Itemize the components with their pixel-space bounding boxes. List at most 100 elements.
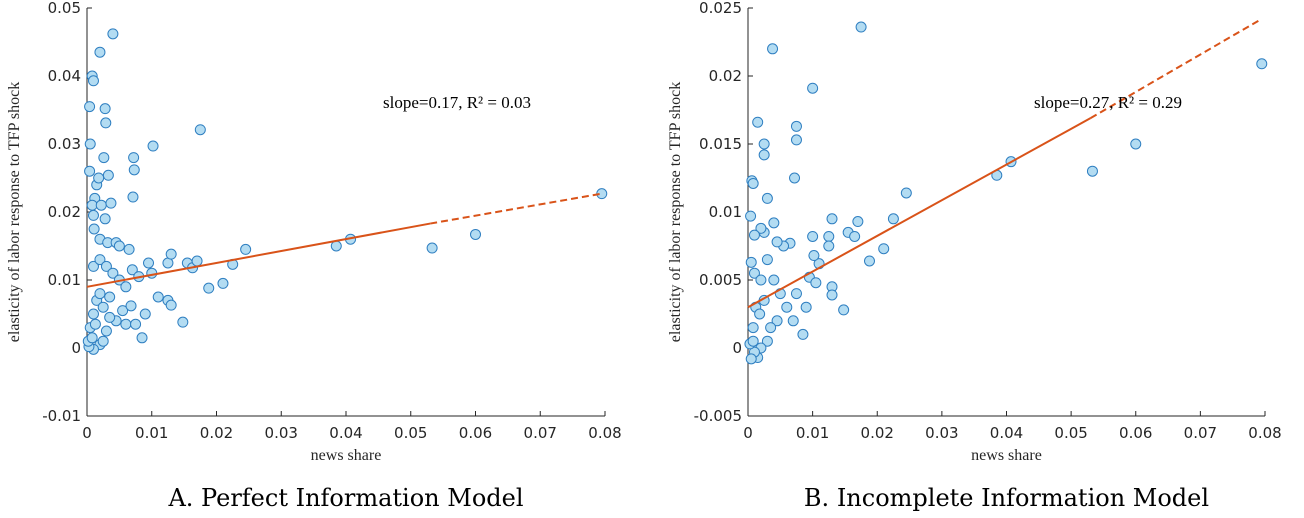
point bbox=[143, 257, 155, 269]
point bbox=[100, 325, 112, 337]
y-tick-label: 0.02 bbox=[48, 203, 81, 221]
point bbox=[84, 165, 96, 177]
point bbox=[88, 223, 100, 235]
y-tick-label: 0.01 bbox=[48, 271, 81, 289]
x-tick-label: 0.06 bbox=[1119, 424, 1152, 442]
x-tick-label: 0.07 bbox=[524, 424, 557, 442]
x-tick-label: 0.08 bbox=[588, 424, 621, 442]
point bbox=[765, 322, 777, 334]
point bbox=[120, 281, 132, 293]
point bbox=[165, 248, 177, 260]
point bbox=[781, 301, 793, 313]
x-tick-label: 0.05 bbox=[1054, 424, 1087, 442]
x-axis-label: news share bbox=[971, 447, 1042, 464]
point bbox=[104, 311, 116, 323]
point bbox=[128, 152, 140, 164]
point bbox=[887, 213, 899, 225]
point bbox=[136, 332, 148, 344]
x-tick-label: 0.01 bbox=[135, 424, 168, 442]
x-tick-label: 0 bbox=[82, 424, 92, 442]
point bbox=[748, 267, 760, 279]
point bbox=[191, 255, 203, 267]
point bbox=[878, 243, 890, 255]
point bbox=[203, 282, 215, 294]
point bbox=[745, 210, 757, 222]
x-tick-label: 0.03 bbox=[265, 424, 298, 442]
fit-line bbox=[747, 117, 1091, 309]
x-tick-label: 0.02 bbox=[861, 424, 894, 442]
point bbox=[1130, 138, 1142, 150]
point bbox=[95, 199, 107, 211]
point bbox=[139, 308, 151, 320]
point bbox=[800, 301, 812, 313]
y-tick-label: 0.025 bbox=[699, 0, 742, 17]
point bbox=[758, 138, 770, 150]
point bbox=[823, 230, 835, 242]
point bbox=[87, 209, 99, 221]
point bbox=[94, 46, 106, 58]
point bbox=[165, 299, 177, 311]
x-tick-label: 0.08 bbox=[1248, 424, 1281, 442]
point bbox=[849, 230, 861, 242]
point bbox=[852, 216, 864, 228]
y-tick-label: -0.005 bbox=[694, 407, 742, 425]
point bbox=[152, 291, 164, 303]
point bbox=[86, 332, 98, 344]
annotation: slope=0.27, R² = 0.29 bbox=[1034, 93, 1182, 112]
point bbox=[767, 43, 779, 55]
point bbox=[98, 152, 110, 164]
point bbox=[128, 164, 140, 176]
annotation: slope=0.17, R² = 0.03 bbox=[383, 93, 531, 112]
y-tick-label: 0.02 bbox=[709, 67, 742, 85]
y-tick-label: 0.04 bbox=[48, 67, 81, 85]
point bbox=[768, 217, 780, 229]
point bbox=[94, 254, 106, 266]
panel-title: A. Perfect Information Model bbox=[167, 484, 523, 512]
y-tick-label: 0.015 bbox=[699, 135, 742, 153]
y-tick-label: -0.01 bbox=[42, 407, 81, 425]
point bbox=[100, 260, 112, 272]
point bbox=[761, 192, 773, 204]
y-axis-label: elasticity of labor response to TFP shoc… bbox=[6, 82, 23, 342]
point bbox=[1256, 58, 1268, 70]
point bbox=[807, 82, 819, 94]
y-tick-label: 0.05 bbox=[48, 0, 81, 17]
point bbox=[787, 315, 799, 327]
point bbox=[99, 103, 111, 115]
point bbox=[100, 117, 112, 129]
point bbox=[790, 120, 802, 132]
point bbox=[797, 328, 809, 340]
y-tick-label: 0 bbox=[71, 339, 81, 357]
point bbox=[758, 149, 770, 161]
point bbox=[855, 21, 867, 33]
point bbox=[1086, 165, 1098, 177]
point bbox=[84, 138, 96, 150]
point bbox=[113, 240, 125, 252]
point bbox=[130, 318, 142, 330]
y-tick-label: 0.03 bbox=[48, 135, 81, 153]
point bbox=[146, 267, 158, 279]
point bbox=[94, 288, 106, 300]
point bbox=[863, 255, 875, 267]
point bbox=[127, 191, 139, 203]
point bbox=[86, 199, 98, 211]
point bbox=[826, 213, 838, 225]
point bbox=[823, 240, 835, 252]
y-axis-label: elasticity of labor response to TFP shoc… bbox=[667, 82, 684, 342]
point bbox=[761, 254, 773, 266]
point bbox=[745, 353, 757, 365]
point bbox=[97, 335, 109, 347]
point bbox=[217, 277, 229, 289]
x-tick-label: 0.01 bbox=[796, 424, 829, 442]
point bbox=[808, 250, 820, 262]
point bbox=[426, 242, 438, 254]
point bbox=[97, 301, 109, 313]
x-tick-label: 0.07 bbox=[1184, 424, 1217, 442]
point bbox=[104, 291, 116, 303]
point bbox=[87, 75, 99, 87]
point bbox=[838, 304, 850, 316]
x-tick-label: 0.03 bbox=[925, 424, 958, 442]
y-tick-label: 0.01 bbox=[709, 203, 742, 221]
x-tick-label: 0 bbox=[743, 424, 753, 442]
point bbox=[748, 229, 760, 241]
